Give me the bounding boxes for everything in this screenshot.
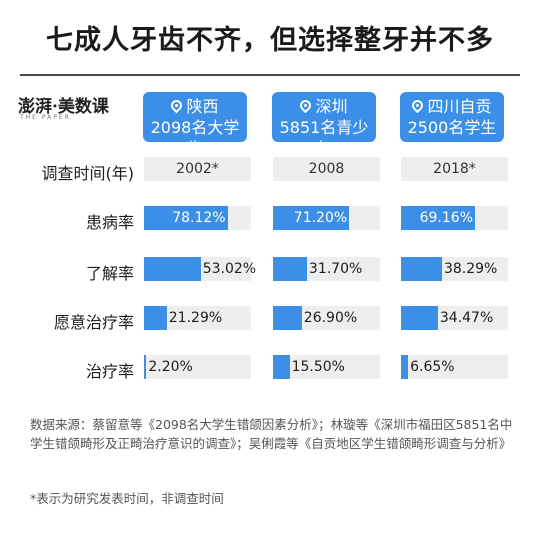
panel-sample: 2098名大学生	[150, 118, 240, 158]
location-pin-icon	[298, 97, 314, 114]
data-label: 31.70%	[308, 261, 363, 277]
year-cell: 2008	[273, 157, 380, 181]
data-label: 6.65%	[410, 359, 455, 375]
bar-track: 69.16%	[401, 206, 508, 230]
bar	[401, 306, 438, 330]
bar-track: 15.50%	[273, 355, 380, 379]
bar-track: 26.90%	[273, 306, 380, 330]
data-label: 69.16%	[419, 210, 473, 226]
bar	[144, 355, 147, 379]
data-label: 2.20%	[148, 359, 193, 375]
row-label-year: 调查时间(年)	[41, 164, 135, 183]
panel-region: 深圳	[272, 96, 376, 117]
bar	[273, 306, 302, 330]
panel-header: 陕西 2098名大学生	[143, 92, 247, 158]
data-label: 78.12%	[172, 210, 226, 226]
logo-subtext: THE PAPER	[20, 114, 71, 121]
bar	[273, 257, 307, 281]
data-label: 53.02%	[202, 261, 257, 277]
row-label: 了解率	[85, 264, 134, 283]
data-label: 26.90%	[303, 310, 358, 326]
bar-track: 6.65%	[401, 355, 508, 379]
bar	[144, 306, 167, 330]
row-label: 治疗率	[85, 362, 134, 381]
bar-track: 2.20%	[144, 355, 251, 379]
row-label: 愿意治疗率	[53, 313, 134, 332]
data-label: 34.47%	[439, 310, 494, 326]
title-divider	[20, 74, 520, 76]
bar-track: 38.29%	[401, 257, 508, 281]
bar	[401, 257, 442, 281]
bar-track: 71.20%	[273, 206, 380, 230]
location-pin-icon	[169, 97, 185, 114]
panel-region: 四川自贡	[400, 96, 504, 117]
chart-title: 七成人牙齿不齐，但选择整牙并不多	[46, 25, 494, 56]
year-cell: 2002*	[144, 157, 251, 181]
bar	[401, 355, 409, 379]
survey-year: 2008	[308, 161, 345, 177]
bar	[144, 206, 228, 230]
survey-year: 2002*	[176, 161, 219, 177]
panel-sample: 2500名学生	[407, 118, 497, 137]
panel-header: 深圳 5851名青少年	[272, 92, 376, 158]
footnote: *表示为研究发表时间，非调查时间	[30, 491, 224, 506]
bar-track: 34.47%	[401, 306, 508, 330]
year-cell: 2018*	[401, 157, 508, 181]
bar	[401, 206, 475, 230]
region-name: 深圳	[315, 97, 348, 116]
bar-track: 53.02%	[144, 257, 256, 281]
bar-track: 78.12%	[144, 206, 251, 230]
source-note: 数据来源：蔡留意等《2098名大学生错颌因素分析》；林璇等《深圳市福田区5851…	[30, 417, 513, 451]
panel-region: 陕西	[143, 96, 247, 117]
data-label: 38.29%	[443, 261, 498, 277]
bar	[273, 206, 350, 230]
logo-text: 澎湃·美数课	[18, 97, 109, 117]
bar	[144, 257, 201, 281]
region-name: 四川自贡	[427, 97, 492, 116]
panel-sample: 5851名青少年	[279, 118, 369, 158]
bar-track: 21.29%	[144, 306, 251, 330]
survey-year: 2018*	[433, 161, 476, 177]
data-label: 21.29%	[168, 310, 223, 326]
row-label: 患病率	[85, 213, 134, 232]
bar-track: 31.70%	[273, 257, 380, 281]
data-label: 71.20%	[293, 210, 348, 226]
panel-header: 四川自贡 2500名学生	[400, 92, 504, 142]
region-name: 陕西	[186, 97, 219, 116]
brand-logo: 澎湃·美数课 THE PAPER	[18, 92, 109, 121]
bar	[273, 355, 290, 379]
data-label: 15.50%	[291, 359, 345, 375]
location-pin-icon	[410, 97, 426, 114]
